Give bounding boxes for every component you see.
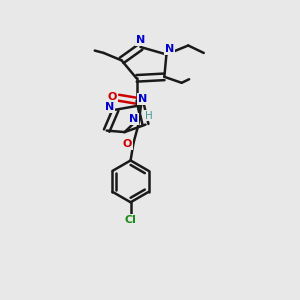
Text: N: N (136, 35, 145, 45)
Text: O: O (108, 92, 117, 102)
Text: Cl: Cl (125, 214, 136, 225)
Text: H: H (145, 111, 152, 121)
Text: N: N (138, 94, 147, 104)
Text: O: O (122, 139, 132, 149)
Text: N: N (129, 114, 138, 124)
Text: N: N (105, 102, 114, 112)
Text: N: N (165, 44, 174, 54)
